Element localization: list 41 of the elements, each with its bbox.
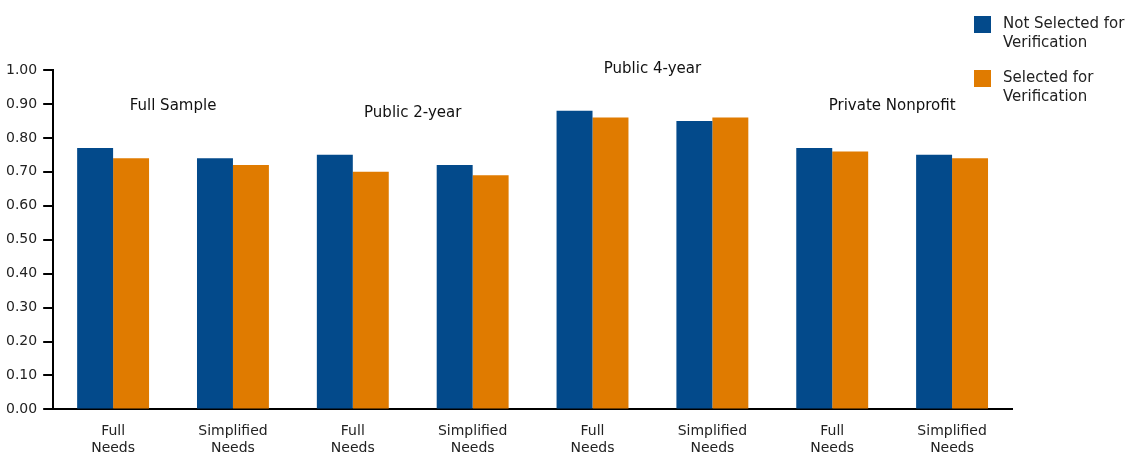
bar [436,165,473,409]
y-tick-label: 0.50 [6,230,38,247]
bar [832,151,869,409]
x-tick-label: Simplified Needs [917,422,987,456]
y-tick-label: 0.70 [6,162,38,179]
bar [712,117,749,409]
bar [916,154,953,409]
x-tick-label: Full Needs [810,422,855,456]
bar [592,117,629,409]
bar [113,158,150,409]
annotation: Public 2-year [364,102,463,121]
bar [77,148,114,409]
x-tick-label: Full Needs [570,422,615,456]
bar [796,148,833,409]
annotation: Public 4-year [603,58,702,77]
legend-label: Not Selected for Verification [1003,14,1126,52]
y-tick-label: 0.90 [6,94,38,111]
y-tick-label: 0.40 [6,264,38,281]
y-tick-label: 0.00 [6,400,38,417]
x-tick-label: Full Needs [91,422,136,456]
legend-label: Selected for Verification [1003,68,1095,106]
bar [676,120,713,409]
bar [316,154,353,409]
bar [952,158,989,409]
y-tick-label: 1.00 [6,60,38,77]
bar [197,158,233,409]
x-tick-label: Full Needs [330,422,375,456]
bar [556,110,593,409]
x-tick-label: Simplified Needs [198,422,268,456]
annotation: Full Sample [129,95,217,114]
y-tick-label: 0.20 [6,332,38,349]
bar [352,171,389,409]
y-tick-label: 0.80 [6,128,38,145]
y-tick-label: 0.60 [6,196,38,213]
x-tick-label: Simplified Needs [677,422,748,456]
annotation: Private Nonprofit [828,95,956,114]
y-tick-label: 0.10 [6,366,38,383]
y-tick-label: 0.30 [6,298,38,315]
x-tick-label: Simplified Needs [437,422,508,456]
bar [472,175,509,409]
bar [232,165,269,409]
